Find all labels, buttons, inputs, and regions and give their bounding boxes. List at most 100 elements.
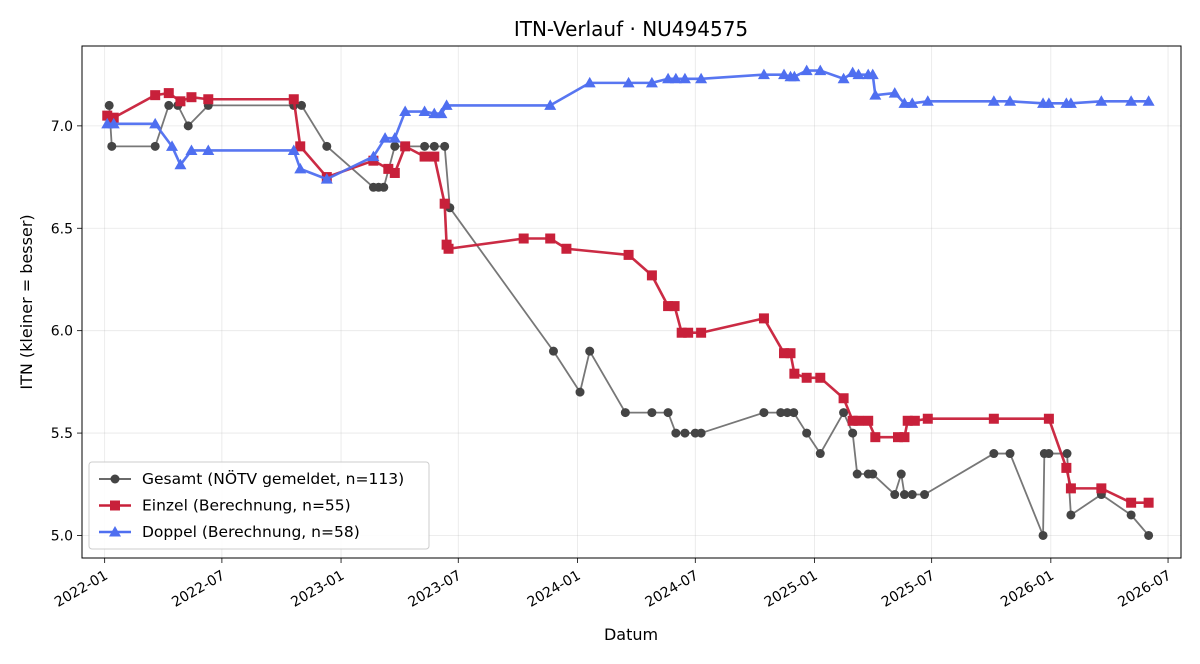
data-point	[899, 490, 909, 500]
data-point	[645, 76, 658, 88]
data-point	[297, 100, 307, 110]
data-point	[815, 372, 826, 383]
data-point	[669, 72, 682, 84]
legend-item: Gesamt (NÖTV gemeldet, n=113)	[99, 469, 404, 488]
data-point	[420, 141, 430, 151]
data-point	[868, 469, 878, 479]
y-tick-label: 5.0	[51, 528, 73, 544]
data-point	[863, 415, 874, 426]
data-point	[899, 432, 910, 443]
data-point	[987, 95, 1000, 106]
data-point	[920, 490, 930, 500]
data-point	[575, 387, 585, 397]
data-point	[695, 72, 708, 84]
data-point	[646, 270, 657, 281]
data-point	[776, 408, 786, 418]
legend-label: Gesamt (NÖTV gemeldet, n=113)	[142, 469, 404, 488]
data-point	[1143, 497, 1154, 508]
data-point	[1066, 510, 1076, 520]
y-tick-label: 6.5	[51, 221, 73, 237]
data-point	[847, 415, 858, 426]
data-point	[758, 313, 769, 324]
data-point	[548, 346, 558, 356]
legend: Gesamt (NÖTV gemeldet, n=113) Einzel (Ber…	[88, 461, 430, 550]
data-point	[109, 526, 121, 537]
data-point	[890, 490, 900, 500]
data-point	[166, 140, 179, 151]
data-point	[870, 432, 881, 443]
data-point	[1126, 497, 1137, 508]
data-point	[383, 163, 394, 174]
legend-label: Einzel (Berechnung, n=55)	[142, 497, 351, 515]
data-point	[669, 301, 680, 312]
data-point	[107, 117, 120, 129]
data-point	[518, 233, 529, 244]
data-point	[801, 372, 812, 383]
x-axis-label: Datum	[604, 625, 658, 644]
data-point	[440, 141, 450, 151]
data-point	[388, 132, 401, 143]
data-point	[815, 449, 825, 459]
data-point	[866, 68, 879, 80]
data-point	[544, 99, 557, 110]
data-point	[1142, 95, 1155, 106]
data-point	[852, 469, 862, 479]
legend-item: Einzel (Berechnung, n=55)	[99, 497, 351, 515]
data-point	[429, 141, 439, 151]
data-point	[110, 474, 120, 484]
legend-label: Doppel (Berechnung, n=58)	[142, 523, 360, 541]
data-point	[922, 413, 933, 424]
series-circle	[104, 100, 1154, 540]
data-point	[418, 105, 431, 117]
data-point	[107, 141, 117, 151]
data-point	[175, 96, 186, 107]
data-point	[440, 99, 453, 110]
data-point	[1043, 413, 1054, 424]
data-point	[1005, 449, 1015, 459]
data-point	[888, 87, 901, 98]
data-point	[1061, 462, 1072, 473]
data-point	[435, 107, 448, 119]
data-point	[848, 428, 858, 438]
data-point	[800, 64, 813, 76]
data-point	[788, 70, 801, 82]
data-point	[902, 415, 913, 426]
y-tick-label: 6.0	[51, 324, 73, 340]
data-point	[892, 432, 903, 443]
data-point	[429, 151, 440, 162]
data-point	[1126, 510, 1136, 520]
data-point	[696, 428, 706, 438]
data-point	[789, 408, 799, 418]
data-point	[662, 72, 675, 84]
data-point	[186, 92, 197, 103]
data-point	[561, 243, 572, 254]
series-triangle	[101, 64, 1155, 184]
data-point	[164, 100, 174, 110]
data-point	[295, 141, 306, 152]
legend-item: Doppel (Berechnung, n=58)	[99, 523, 360, 541]
data-point	[663, 408, 673, 418]
data-point	[1144, 530, 1154, 540]
series-square	[102, 88, 1154, 508]
data-point	[907, 490, 917, 500]
data-point	[782, 408, 792, 418]
data-point	[150, 141, 160, 151]
data-point	[583, 76, 596, 88]
data-point	[163, 88, 174, 99]
data-point	[443, 243, 454, 254]
data-point	[683, 327, 694, 338]
data-point	[852, 68, 865, 80]
data-point	[1004, 95, 1017, 106]
data-point	[906, 97, 919, 108]
data-point	[678, 72, 691, 84]
data-point	[898, 97, 911, 108]
data-point	[663, 301, 674, 312]
data-point	[108, 112, 119, 123]
data-point	[1064, 97, 1077, 108]
data-point	[814, 64, 827, 76]
data-point	[785, 348, 796, 359]
y-tick-label: 7.0	[51, 119, 73, 135]
data-point	[102, 110, 113, 121]
